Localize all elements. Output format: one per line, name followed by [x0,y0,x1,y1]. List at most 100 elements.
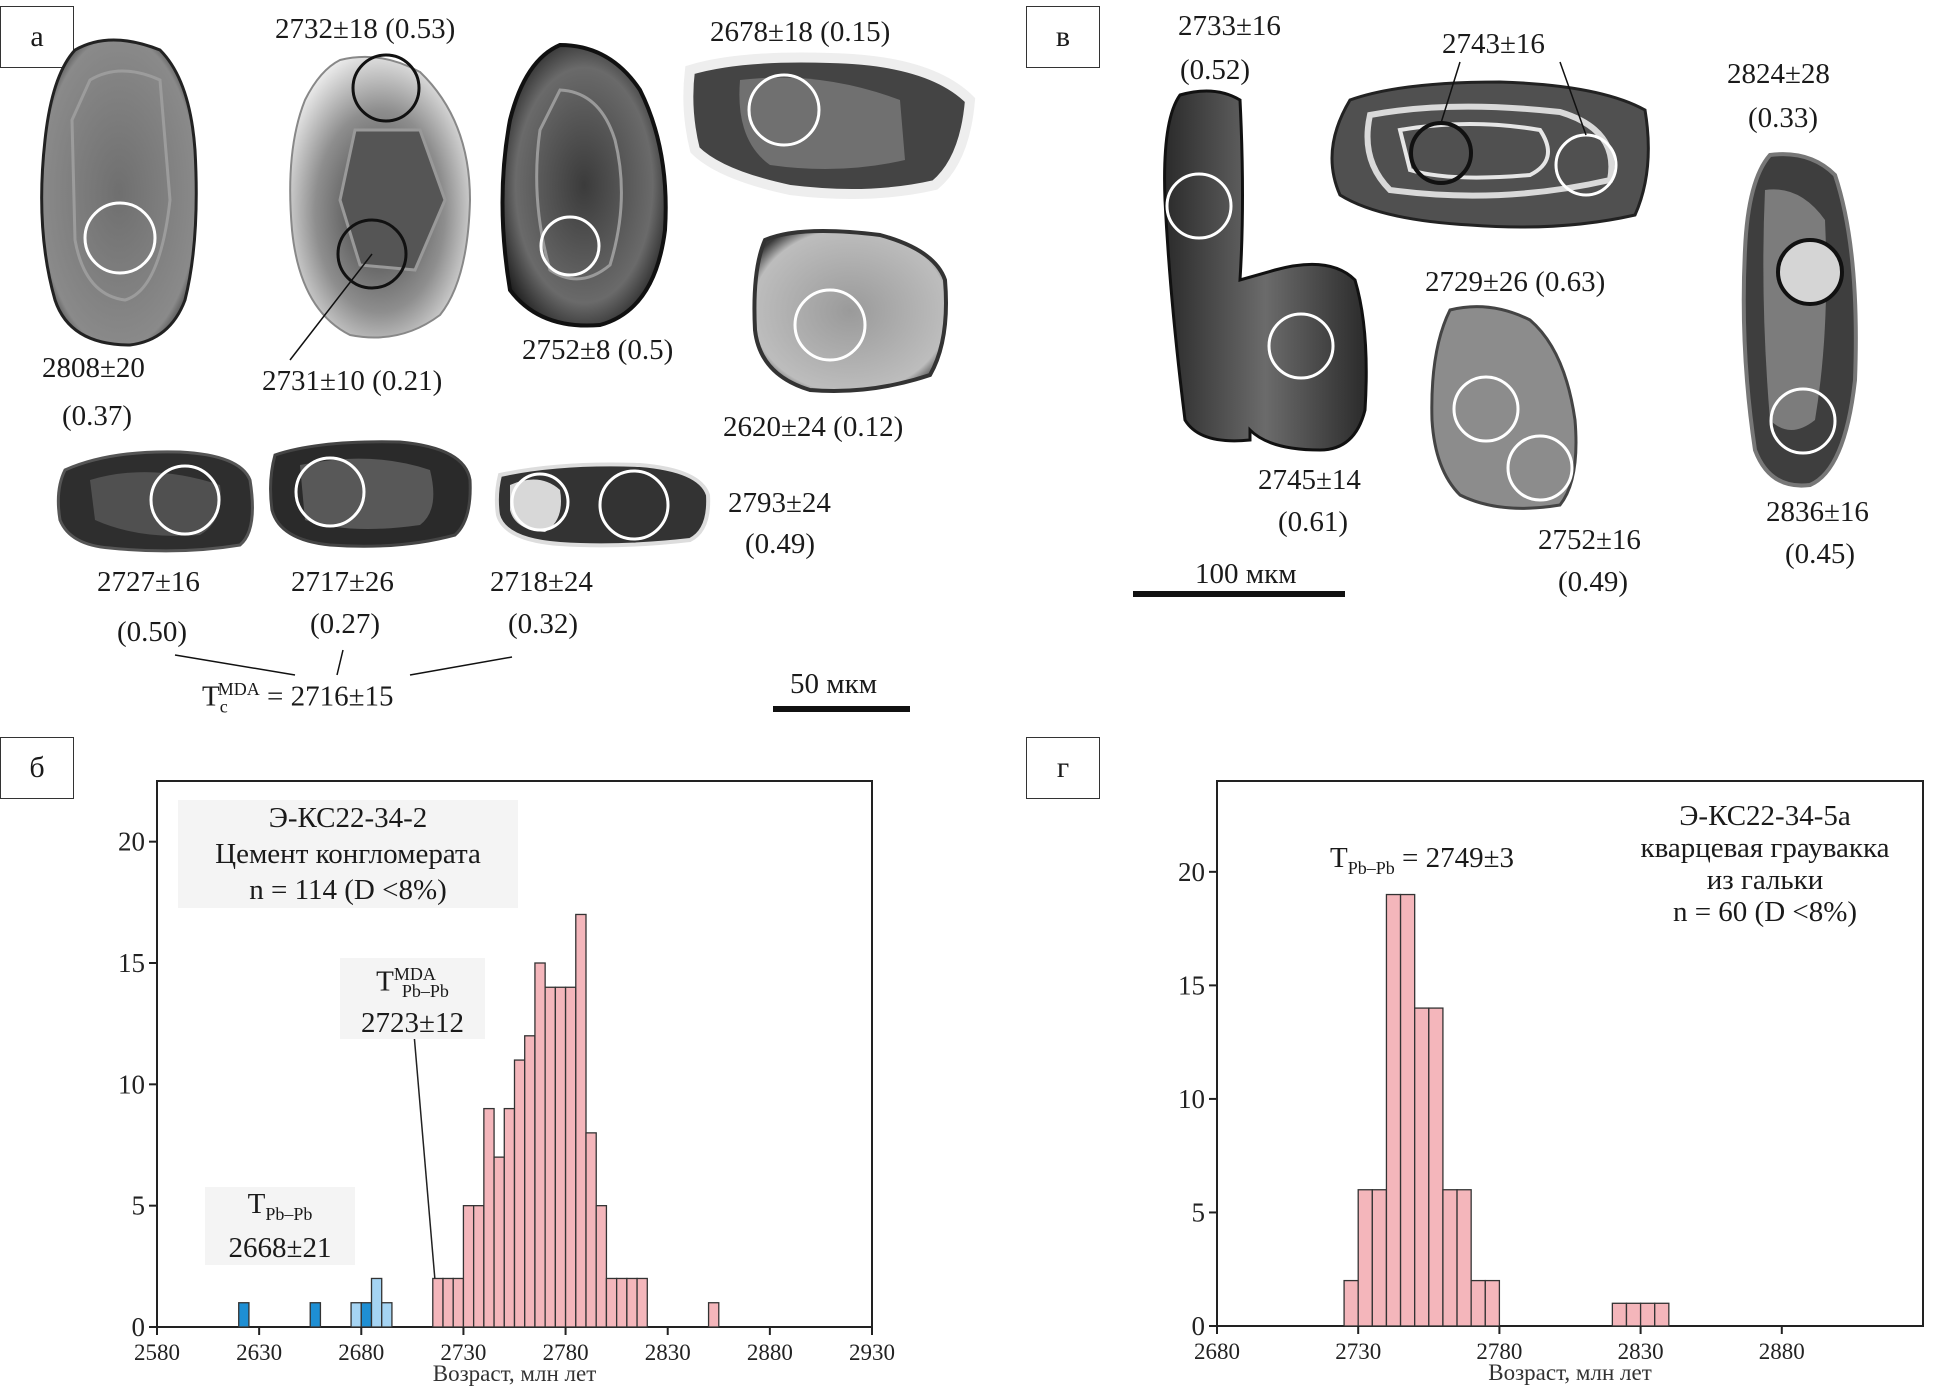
histogram-bar [1357,1189,1373,1327]
y-tick-label: 10 [1178,1084,1205,1114]
grain-ratio-label: (0.49) [1558,566,1629,598]
histogram-bar [452,1277,465,1328]
grain-ratio-label: (0.50) [117,616,188,648]
chart-g-title: Э-КС22-34-5а кварцевая граувакка из галь… [1620,800,1910,928]
grain-ratio-label: (0.27) [310,608,381,640]
y-tick-label: 5 [132,1191,146,1221]
x-tick-label: 2930 [849,1340,895,1365]
scale-bar-label: 100 мкм [1195,558,1297,590]
grain-age-label: 2717±26 [291,566,394,598]
x-tick-label: 2730 [1335,1339,1381,1364]
histogram-bar [381,1302,393,1328]
mda-leader-line-1 [174,654,296,676]
histogram-bar [1639,1302,1656,1327]
grain-age-label: 2718±24 [490,566,593,598]
histogram-bar [1371,1189,1388,1327]
histogram-bar [472,1205,485,1328]
young-sub: Pb–Pb [265,1203,313,1224]
histogram-bar [1484,1279,1501,1327]
histogram-bar [615,1277,628,1328]
zircon-grain-v2 [1330,61,1650,229]
grain-age-label: 2793±24 [728,487,831,519]
zircon-grain-1 [40,38,198,347]
grain-age-label: 2743±16 [1442,28,1545,60]
x-tick-label: 2630 [236,1340,282,1365]
chart-b-young-annotation: TPb–Pb 2668±21 [205,1187,355,1265]
histogram-bar [524,1035,536,1328]
grain-age-label: 2731±10 (0.21) [262,365,443,397]
grain-ratio-label: (0.33) [1748,102,1819,134]
x-axis-label: Возраст, млн лет [1488,1360,1652,1385]
y-tick-label: 20 [118,827,145,857]
scale-bar-50 [773,706,910,712]
histogram-bar [564,986,577,1328]
zircon-grain-5 [752,229,948,393]
peak-symbol: T [1330,842,1348,874]
histogram-bar [1442,1189,1458,1327]
histogram-bar [595,1205,608,1328]
x-tick-label: 2680 [338,1340,384,1365]
histogram-bar [309,1302,322,1328]
grain-ratio-label: (0.37) [62,400,133,432]
grain-ratio-label: (0.49) [745,528,816,560]
grain-age-label: 2727±16 [97,566,200,598]
x-tick-label: 2680 [1194,1339,1240,1364]
young-symbol: T [247,1188,266,1220]
panel-label-v: в [1026,6,1100,68]
histogram-bar [575,913,587,1328]
histogram-bar [707,1302,720,1328]
chart-g-title-line-3: из гальки [1706,864,1824,896]
x-tick-label: 2880 [1759,1339,1805,1364]
zircon-grain-v3 [1430,305,1578,510]
histogram-bar [585,1132,597,1328]
histogram-bar [370,1277,383,1328]
zircon-grain-4 [683,52,976,199]
y-tick-label: 15 [118,948,145,978]
grain-age-label: 2752±8 (0.5) [522,334,674,366]
histogram-bar [442,1277,454,1328]
x-tick-label: 2830 [645,1340,691,1365]
peak-value: = 2749±3 [1402,842,1515,874]
chart-g-title-line-4: n = 60 (D <8%) [1672,896,1858,928]
mda-sub: Pb–Pb [401,981,449,1002]
histogram-g: 2680 2730 2780 2830 2880 0 5 10 15 20 Возраст, млн… [1178,780,1924,1385]
histogram-bar [1611,1302,1628,1327]
mda-label: TcMDA = 2716±15 [202,679,394,717]
plot-frame [1216,780,1924,1327]
mda-leader-line-3 [409,656,513,676]
histogram-bar [238,1302,250,1328]
grain-ratio-label: (0.61) [1278,506,1349,538]
histogram-bar [626,1277,638,1328]
histogram-bar [544,986,557,1328]
grain-age-label: 2620±24 (0.12) [723,411,904,443]
histogram-bar [432,1277,444,1328]
y-tick-label: 20 [1178,857,1205,887]
histogram-bar [605,1277,618,1328]
mda-symbol: T [376,965,394,998]
histogram-bar [503,1107,516,1328]
histogram-bar [1625,1302,1642,1327]
scale-bar-label: 50 мкм [790,668,878,700]
annotation-leader-line [412,1021,436,1279]
zircon-grain-3 [500,42,668,328]
y-tick-label: 0 [1192,1311,1206,1341]
grain-age-label: 2729±26 (0.63) [1425,266,1606,298]
x-tick-label: 2730 [440,1340,486,1365]
chart-b-title-line-1: Э-КС22-34-2 [268,802,428,834]
grain-ratio-label: (0.45) [1785,538,1856,570]
x-tick-label: 2880 [747,1340,793,1365]
zircon-cl-images [40,38,1858,712]
y-tick-label: 5 [1192,1197,1206,1227]
histogram-bar [360,1302,373,1328]
histogram-bar [1385,893,1402,1327]
young-value: 2668±21 [228,1231,332,1264]
zircon-grain-8 [494,462,711,548]
panel-label-b: б [0,737,74,799]
grain-age-label: 2824±28 [1727,58,1830,90]
chart-g-title-line-2: кварцевая граувакка [1640,832,1890,864]
grain-age-label: 2732±18 (0.53) [275,13,456,45]
zircon-grain-6 [56,450,254,553]
histogram-bar [1654,1302,1670,1327]
chart-g-peak-annotation: TPb–Pb = 2749±3 [1330,842,1514,879]
